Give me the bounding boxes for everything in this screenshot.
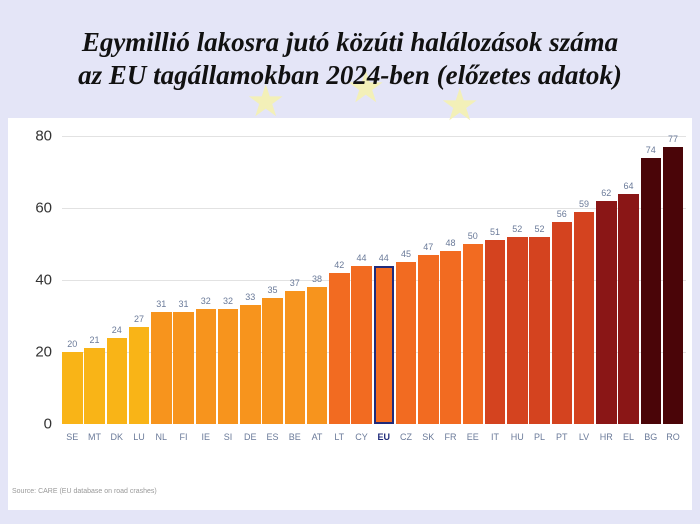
bar-lv — [573, 211, 595, 424]
eu-star-icon: ★ — [440, 81, 480, 130]
bar-cy — [351, 265, 372, 424]
bar-at — [306, 287, 328, 424]
category-label: FI — [179, 432, 188, 442]
bar-be — [284, 290, 305, 424]
bar-dk — [106, 337, 127, 424]
value-label: 32 — [200, 295, 211, 306]
category-label: IT — [491, 432, 499, 442]
category-label: SK — [422, 432, 435, 442]
bar-se — [62, 352, 83, 424]
bar-hu — [507, 236, 528, 424]
value-label: 31 — [156, 299, 167, 310]
value-label: 45 — [400, 249, 411, 259]
value-label: 35 — [267, 285, 278, 295]
bar-fr — [440, 251, 461, 424]
gridline — [62, 208, 686, 209]
value-label: 59 — [578, 198, 589, 209]
category-label: LU — [133, 432, 145, 442]
category-label: EL — [622, 432, 634, 442]
eu-star-icon: ★ — [346, 63, 386, 112]
bar-hr — [596, 200, 617, 424]
bar-el — [618, 193, 639, 424]
bar-nl — [151, 312, 172, 424]
category-label: SI — [223, 432, 233, 442]
value-label: 24 — [111, 324, 122, 335]
value-label: 64 — [623, 180, 634, 191]
category-label: HR — [599, 432, 613, 442]
category-label: EU — [377, 432, 390, 442]
category-label: MT — [88, 432, 101, 442]
bar-pt — [551, 222, 572, 424]
eu-star-icon: ★ — [246, 77, 286, 126]
bar-bg — [640, 157, 661, 424]
value-label: 33 — [245, 292, 256, 303]
bar-eu — [373, 265, 394, 424]
value-label: 20 — [67, 339, 78, 349]
category-label: DE — [243, 432, 257, 442]
category-label: BG — [644, 432, 658, 442]
bar-sk — [418, 254, 439, 424]
bar-fi — [173, 312, 194, 424]
value-label: 37 — [289, 277, 300, 288]
value-label: 50 — [467, 231, 478, 241]
value-label: 52 — [512, 223, 523, 234]
value-label: 51 — [489, 227, 500, 238]
bar-pl — [529, 236, 550, 424]
category-label: PT — [555, 432, 568, 442]
category-label: LV — [578, 432, 590, 442]
bar-ie — [195, 308, 216, 424]
category-label: DK — [110, 432, 123, 442]
gridline — [62, 136, 686, 137]
bar-lu — [128, 326, 150, 424]
value-label: 42 — [334, 259, 345, 270]
y-tick-label: 20 — [35, 343, 52, 361]
category-label: NL — [155, 432, 167, 442]
category-label: SE — [66, 432, 79, 442]
y-tick-label: 40 — [35, 271, 52, 289]
category-label: AT — [311, 432, 323, 442]
value-label: 44 — [356, 252, 367, 263]
title-line-2: az EU tagállamokban 2024-ben (előzetes a… — [78, 60, 622, 90]
category-label: IE — [201, 432, 210, 442]
value-label: 32 — [222, 295, 233, 306]
bar-ro — [662, 146, 684, 424]
bar-lt — [329, 272, 350, 424]
chart-title: Egymillió lakosra jutó közúti halálozáso… — [0, 26, 700, 92]
value-label: 44 — [378, 252, 389, 263]
bar-it — [484, 240, 506, 424]
category-label: FR — [444, 432, 457, 442]
value-label: 56 — [556, 209, 567, 220]
title-line-1: Egymillió lakosra jutó közúti halálozáso… — [81, 27, 619, 57]
value-label: 52 — [534, 223, 545, 234]
value-label: 27 — [133, 313, 144, 324]
y-tick-label: 80 — [35, 127, 52, 145]
y-tick-label: 0 — [43, 415, 52, 433]
category-label: PL — [533, 432, 545, 442]
category-label: RO — [666, 432, 680, 442]
value-label: 48 — [445, 238, 456, 249]
bar-mt — [84, 348, 105, 424]
bar-si — [217, 308, 239, 424]
value-label: 47 — [423, 241, 434, 252]
category-label: CZ — [400, 432, 412, 442]
value-label: 62 — [601, 187, 612, 198]
category-label: ES — [266, 432, 279, 442]
bar-ee — [462, 244, 483, 424]
bar-de — [240, 305, 261, 424]
category-label: BE — [288, 432, 301, 442]
bar-cz — [395, 262, 417, 424]
category-label: HU — [510, 432, 524, 442]
value-label: 21 — [89, 335, 100, 346]
value-label: 74 — [645, 144, 656, 155]
value-label: 31 — [178, 299, 189, 310]
category-label: CY — [355, 432, 368, 442]
source-note: Source: CARE (EU database on road crashe… — [12, 488, 157, 495]
category-label: LT — [334, 432, 345, 442]
category-label: EE — [466, 432, 479, 442]
value-label: 38 — [311, 274, 322, 285]
bar-es — [262, 298, 283, 424]
value-label: 77 — [667, 133, 678, 144]
y-tick-label: 60 — [35, 199, 52, 217]
